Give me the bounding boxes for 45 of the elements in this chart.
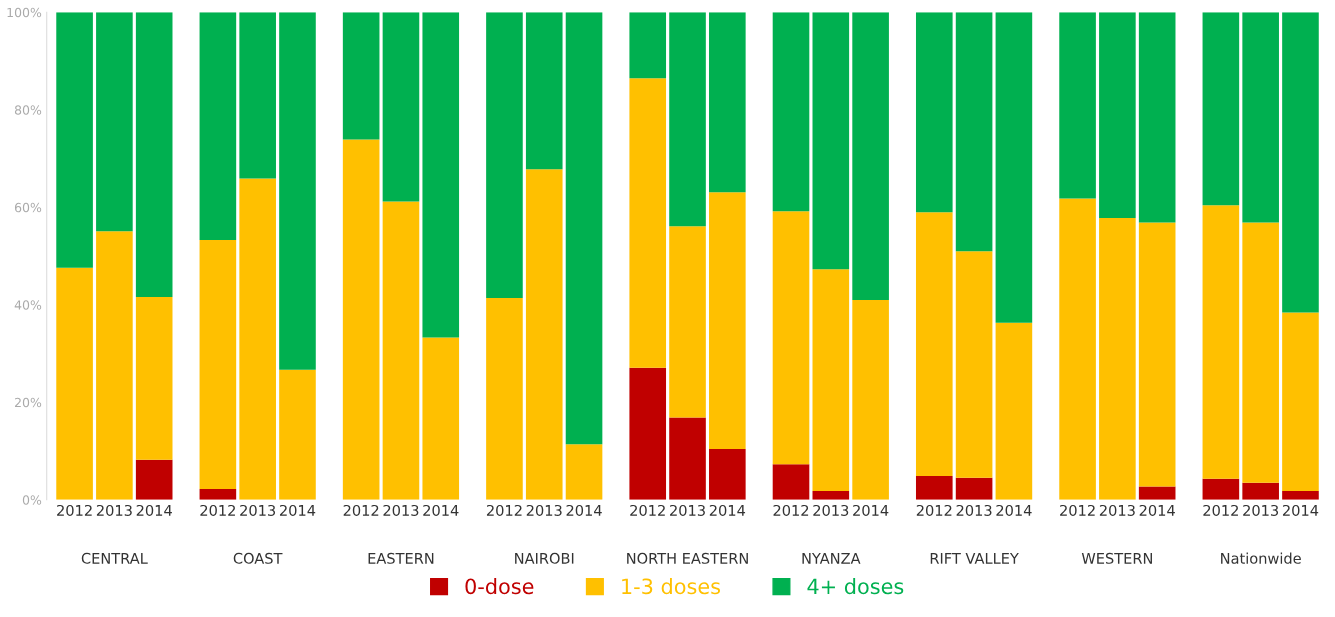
x-tick-label: 2013 (1099, 504, 1135, 516)
y-tick-label: 60% (14, 202, 42, 213)
legend-label: 4+ doses (807, 578, 904, 595)
text: COAST (233, 552, 283, 564)
x-tick-label: 2014 (1282, 504, 1319, 516)
x-tick-label: 2014 (423, 504, 459, 516)
y-tick-label: 20% (15, 397, 42, 408)
x-tick-label: 2012 (1060, 504, 1095, 516)
x-tick-label: 2013 (956, 504, 992, 516)
x-tick-label: 2013 (813, 504, 849, 516)
x-tick-label: 2014 (279, 504, 316, 516)
legend-label: 0-dose (465, 578, 534, 595)
x-tick-label: 2012 (1203, 504, 1238, 516)
x-tick-label: 2014 (1139, 504, 1175, 516)
y-tick-label: 100% (7, 7, 42, 18)
x-tick-label: 2014 (709, 504, 746, 516)
text: NAIROBI (515, 552, 574, 564)
text: Nationwide (1221, 552, 1301, 564)
y-tick-label: 80% (14, 105, 42, 115)
x-tick-label: 2014 (853, 504, 889, 516)
x-tick-label: 2013 (1243, 504, 1279, 516)
text: RIFT VALLEY (930, 553, 1019, 564)
legend-label: 1-3 doses (622, 578, 721, 595)
text: NORTH EASTERN (627, 552, 748, 564)
y-tick-label: 40% (14, 300, 42, 310)
y-tick-label: 0% (22, 495, 42, 505)
x-tick-label: 2013 (240, 504, 276, 516)
x-tick-label: 2012 (630, 504, 665, 516)
x-tick-label: 2013 (526, 504, 562, 516)
x-tick-label: 2013 (670, 504, 705, 516)
x-tick-label: 2012 (486, 504, 522, 516)
text: NYANZA (802, 553, 861, 564)
text: CENTRAL (81, 552, 148, 564)
text: WESTERN (1081, 552, 1152, 564)
x-tick-label: 2014 (566, 504, 602, 516)
x-tick-label: 2013 (383, 504, 419, 516)
x-tick-label: 2012 (200, 504, 235, 516)
x-tick-label: 2014 (996, 504, 1032, 516)
x-tick-label: 2012 (57, 504, 92, 516)
x-tick-label: 2013 (96, 504, 132, 516)
x-tick-label: 2012 (916, 504, 952, 516)
x-tick-label: 2012 (343, 504, 379, 516)
text: EASTERN (368, 552, 434, 564)
x-tick-label: 2014 (136, 504, 172, 516)
x-tick-label: 2012 (773, 504, 809, 516)
